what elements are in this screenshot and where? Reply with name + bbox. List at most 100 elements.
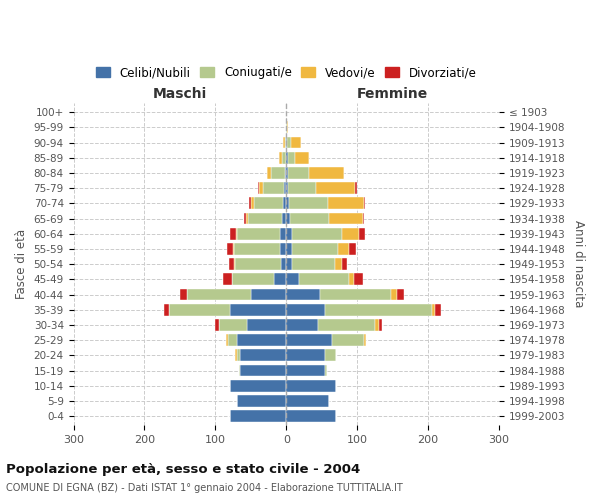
Y-axis label: Anni di nascita: Anni di nascita	[572, 220, 585, 308]
Bar	[229, 258, 234, 270]
Bar	[364, 198, 365, 209]
Bar	[355, 182, 356, 194]
Bar	[281, 258, 286, 270]
Bar	[284, 182, 286, 194]
Bar	[375, 319, 379, 331]
Bar	[230, 410, 286, 422]
Bar	[286, 228, 292, 239]
Bar	[286, 167, 288, 179]
Bar	[226, 334, 228, 346]
Bar	[238, 228, 280, 239]
Bar	[292, 228, 341, 239]
Bar	[288, 182, 316, 194]
Bar	[286, 243, 292, 255]
Bar	[359, 228, 365, 239]
Bar	[219, 319, 247, 331]
Legend: Celibi/Nubili, Coniugati/e, Vedovi/e, Divorziati/e: Celibi/Nubili, Coniugati/e, Vedovi/e, Di…	[94, 64, 479, 82]
Bar	[397, 288, 404, 300]
Bar	[240, 364, 286, 376]
Bar	[236, 228, 238, 239]
Bar	[228, 334, 236, 346]
Bar	[230, 380, 286, 392]
Bar	[223, 274, 232, 285]
Bar	[286, 364, 325, 376]
Bar	[341, 258, 347, 270]
Bar	[236, 395, 286, 407]
Bar	[432, 304, 435, 316]
Bar	[250, 198, 251, 209]
Bar	[363, 212, 364, 224]
Bar	[251, 198, 254, 209]
Bar	[287, 136, 290, 148]
Bar	[391, 288, 397, 300]
Bar	[325, 364, 328, 376]
Bar	[235, 258, 281, 270]
Bar	[286, 258, 292, 270]
Bar	[355, 274, 363, 285]
Bar	[292, 258, 335, 270]
Bar	[240, 350, 286, 362]
Bar	[285, 167, 286, 179]
Bar	[289, 198, 328, 209]
Text: Maschi: Maschi	[153, 86, 207, 101]
Bar	[230, 304, 286, 316]
Bar	[295, 152, 309, 164]
Bar	[259, 182, 263, 194]
Bar	[239, 364, 240, 376]
Bar	[332, 334, 364, 346]
Bar	[309, 167, 344, 179]
Bar	[234, 258, 235, 270]
Bar	[282, 212, 286, 224]
Text: COMUNE DI EGNA (BZ) - Dati ISTAT 1° gennaio 2004 - Elaborazione TUTTITALIA.IT: COMUNE DI EGNA (BZ) - Dati ISTAT 1° genn…	[6, 483, 403, 493]
Bar	[215, 319, 219, 331]
Bar	[271, 167, 285, 179]
Bar	[246, 212, 248, 224]
Bar	[274, 274, 286, 285]
Bar	[286, 395, 329, 407]
Bar	[288, 167, 309, 179]
Bar	[286, 319, 318, 331]
Bar	[286, 152, 288, 164]
Bar	[285, 136, 286, 148]
Bar	[251, 288, 286, 300]
Bar	[164, 304, 169, 316]
Bar	[254, 198, 283, 209]
Bar	[364, 334, 366, 346]
Bar	[278, 152, 282, 164]
Bar	[227, 243, 233, 255]
Y-axis label: Fasce di età: Fasce di età	[15, 229, 28, 299]
Bar	[335, 258, 341, 270]
Bar	[286, 274, 299, 285]
Bar	[287, 122, 288, 133]
Bar	[232, 274, 274, 285]
Bar	[286, 136, 287, 148]
Bar	[349, 274, 355, 285]
Bar	[290, 212, 329, 224]
Bar	[187, 288, 251, 300]
Text: Femmine: Femmine	[357, 86, 428, 101]
Bar	[286, 350, 325, 362]
Bar	[283, 136, 285, 148]
Bar	[235, 350, 236, 362]
Bar	[180, 288, 187, 300]
Bar	[244, 212, 246, 224]
Bar	[325, 304, 432, 316]
Bar	[286, 288, 320, 300]
Bar	[316, 182, 355, 194]
Bar	[286, 182, 288, 194]
Bar	[280, 228, 286, 239]
Bar	[236, 334, 286, 346]
Bar	[248, 212, 282, 224]
Bar	[234, 243, 280, 255]
Bar	[230, 228, 236, 239]
Bar	[282, 152, 286, 164]
Bar	[341, 228, 359, 239]
Text: Popolazione per età, sesso e stato civile - 2004: Popolazione per età, sesso e stato civil…	[6, 462, 360, 475]
Bar	[286, 334, 332, 346]
Bar	[328, 198, 364, 209]
Bar	[329, 212, 363, 224]
Bar	[286, 122, 287, 133]
Bar	[325, 350, 336, 362]
Bar	[280, 243, 286, 255]
Bar	[286, 380, 336, 392]
